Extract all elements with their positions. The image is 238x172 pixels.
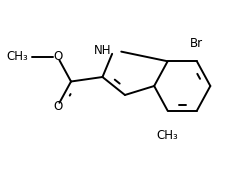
- Text: CH₃: CH₃: [157, 129, 178, 142]
- Text: Br: Br: [190, 37, 203, 50]
- Text: O: O: [53, 50, 62, 63]
- Text: CH₃: CH₃: [7, 50, 28, 63]
- Text: NH: NH: [94, 44, 111, 57]
- Text: O: O: [53, 100, 62, 113]
